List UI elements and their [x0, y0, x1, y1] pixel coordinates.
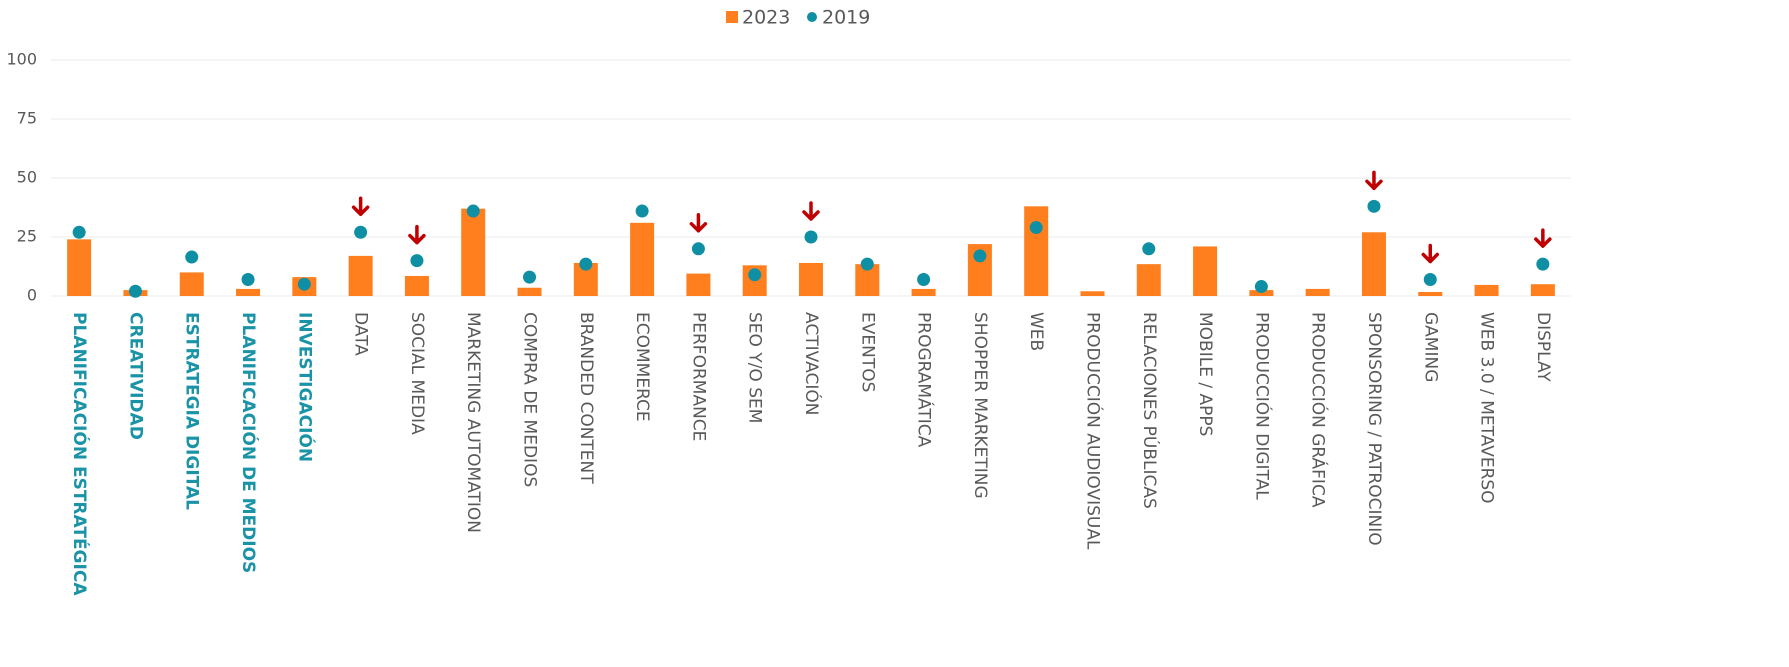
dot [185, 250, 199, 264]
legend-swatch [726, 11, 738, 23]
dot [523, 270, 537, 284]
y-tick-label: 25 [17, 227, 37, 246]
x-tick-label: PLANIFICACIÓN DE MEDIOS [238, 312, 260, 573]
bar [179, 272, 204, 296]
legend-swatch [807, 12, 817, 22]
bar [517, 287, 542, 296]
dot [579, 257, 593, 271]
x-tick-label: PLANIFICACIÓN ESTRATÉGICA [69, 312, 91, 596]
dot [1367, 199, 1381, 213]
x-tick-label: COMPRA DE MEDIOS [520, 312, 540, 487]
dot [72, 225, 86, 239]
bar [1474, 284, 1499, 296]
bar [1305, 288, 1330, 296]
x-tick-label: SHOPPER MARKETING [970, 312, 990, 499]
dot [860, 257, 874, 271]
decline-arrow [802, 201, 820, 221]
y-tick-label: 0 [27, 286, 37, 305]
decline-arrow [689, 213, 708, 233]
dot [128, 284, 142, 298]
x-tick-label: GAMING [1420, 312, 1440, 382]
dot [1029, 221, 1043, 235]
bar [1080, 291, 1105, 296]
y-tick-label: 75 [17, 109, 37, 128]
x-tick-label: DATA [351, 312, 371, 356]
bar [630, 222, 655, 296]
x-tick-label: BRANDED CONTENT [576, 312, 596, 484]
bar [348, 255, 373, 296]
bar [67, 239, 92, 296]
bar [404, 275, 429, 296]
bar [1361, 232, 1386, 296]
dot [410, 254, 424, 268]
x-tick-label: RELACIONES PÚBLICAS [1139, 312, 1161, 509]
dot [354, 225, 368, 239]
y-tick-label: 50 [17, 168, 37, 187]
dot [804, 230, 818, 244]
dot [1254, 280, 1268, 294]
bar [1193, 246, 1218, 296]
x-tick-label: WEB [1026, 312, 1046, 351]
decline-arrow [1365, 170, 1383, 191]
dot [1142, 242, 1156, 256]
bar [799, 262, 823, 296]
bar [1418, 291, 1443, 296]
bar [1530, 284, 1555, 296]
x-tick-label: EVENTOS [857, 312, 877, 392]
bar [236, 288, 261, 296]
x-tick-label: DISPLAY [1533, 312, 1553, 382]
dot [748, 268, 762, 282]
dot [241, 272, 255, 286]
dot [635, 204, 649, 218]
x-tick-label: PROGRAMÁTICA [914, 312, 936, 448]
bar [1136, 264, 1161, 296]
bar [911, 288, 936, 296]
decline-arrow [408, 224, 426, 245]
x-tick-label: ECOMMERCE [632, 312, 652, 422]
x-tick-label: PRODUCCIÓN DIGITAL [1251, 312, 1273, 500]
dot [691, 242, 705, 256]
y-tick-label: 100 [6, 50, 37, 69]
x-tick-label: WEB 3.0 / METAVERSO [1477, 312, 1497, 504]
x-tick-label: ESTRATEGIA DIGITAL [182, 312, 202, 510]
decline-arrow [351, 196, 370, 217]
dot [466, 204, 480, 218]
dot [917, 272, 931, 286]
x-tick-label: SPONSORING / PATROCINIO [1364, 312, 1384, 546]
x-tick-label: PRODUCCIÓN AUDIOVISUAL [1082, 312, 1104, 550]
x-tick-label: CREATIVIDAD [125, 312, 145, 440]
x-tick-label: SOCIAL MEDIA [407, 312, 427, 435]
bar [1024, 206, 1049, 296]
bar [461, 208, 486, 296]
x-tick-label: PERFORMANCE [688, 312, 708, 441]
dot [297, 277, 311, 291]
x-tick-label: MOBILE / APPS [1195, 312, 1215, 436]
x-tick-label: ACTIVACIÓN [801, 312, 823, 415]
x-tick-label: INVESTIGACIÓN [294, 312, 316, 462]
dot [973, 249, 987, 263]
x-tick-label: PRODUCCIÓN GRÁFICA [1308, 312, 1330, 508]
decline-arrow [1534, 228, 1552, 248]
x-tick-label: MARKETING AUTOMATION [463, 312, 483, 533]
bar [686, 273, 711, 296]
legend-label: 2019 [822, 7, 870, 29]
decline-arrow [1421, 243, 1440, 264]
dot [1423, 272, 1437, 286]
dot [1536, 257, 1550, 271]
x-tick-label: SEO Y/O SEM [745, 312, 765, 423]
legend-label: 2023 [742, 7, 790, 29]
